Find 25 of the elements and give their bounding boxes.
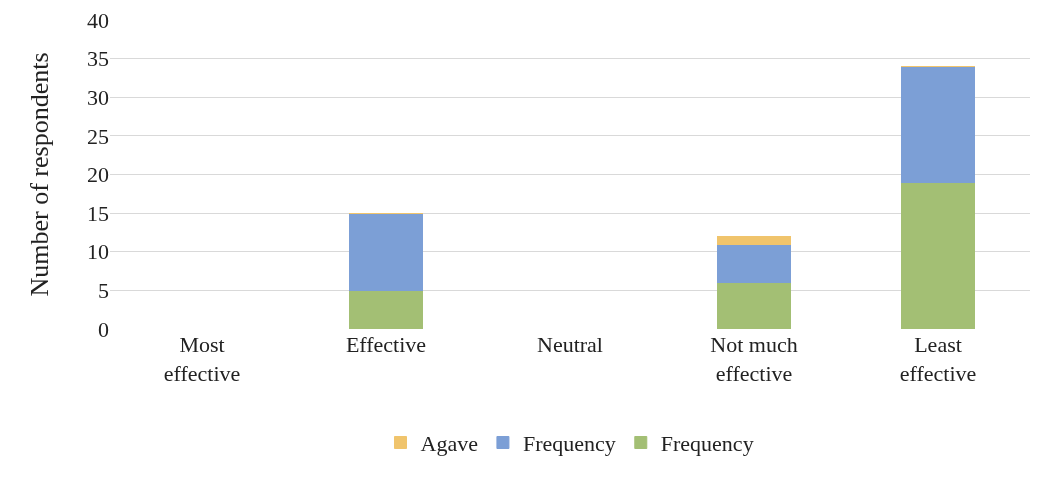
x-tick-label: Not much effective xyxy=(710,332,798,386)
x-tick-label: Neutral xyxy=(537,332,603,357)
y-tick-label: 5 xyxy=(98,278,109,304)
y-tick-label: 40 xyxy=(87,7,109,33)
y-tick-label: 20 xyxy=(87,162,109,188)
y-tick-label: 15 xyxy=(87,200,109,226)
y-tick-label: 25 xyxy=(87,123,109,149)
legend-label: Frequency xyxy=(522,431,616,457)
x-tick-label: Most effective xyxy=(163,332,241,386)
y-tick-label: 0 xyxy=(98,316,109,342)
legend-label: Agave xyxy=(420,431,478,457)
x-tick-label: Effective xyxy=(345,332,427,357)
y-tick-label: 10 xyxy=(87,239,109,265)
bar xyxy=(716,282,792,329)
bar xyxy=(348,212,424,291)
bar xyxy=(900,181,976,329)
x-tick-label: Least effective xyxy=(899,332,977,386)
y-tick-label: 35 xyxy=(87,46,109,72)
bar xyxy=(716,235,792,245)
y-tick-label: 30 xyxy=(87,84,109,110)
bar xyxy=(348,289,424,329)
bar xyxy=(716,243,792,284)
legend-label: Frequency xyxy=(660,431,754,457)
y-axis-title: Number of respondents xyxy=(25,52,54,297)
bar xyxy=(900,65,976,183)
